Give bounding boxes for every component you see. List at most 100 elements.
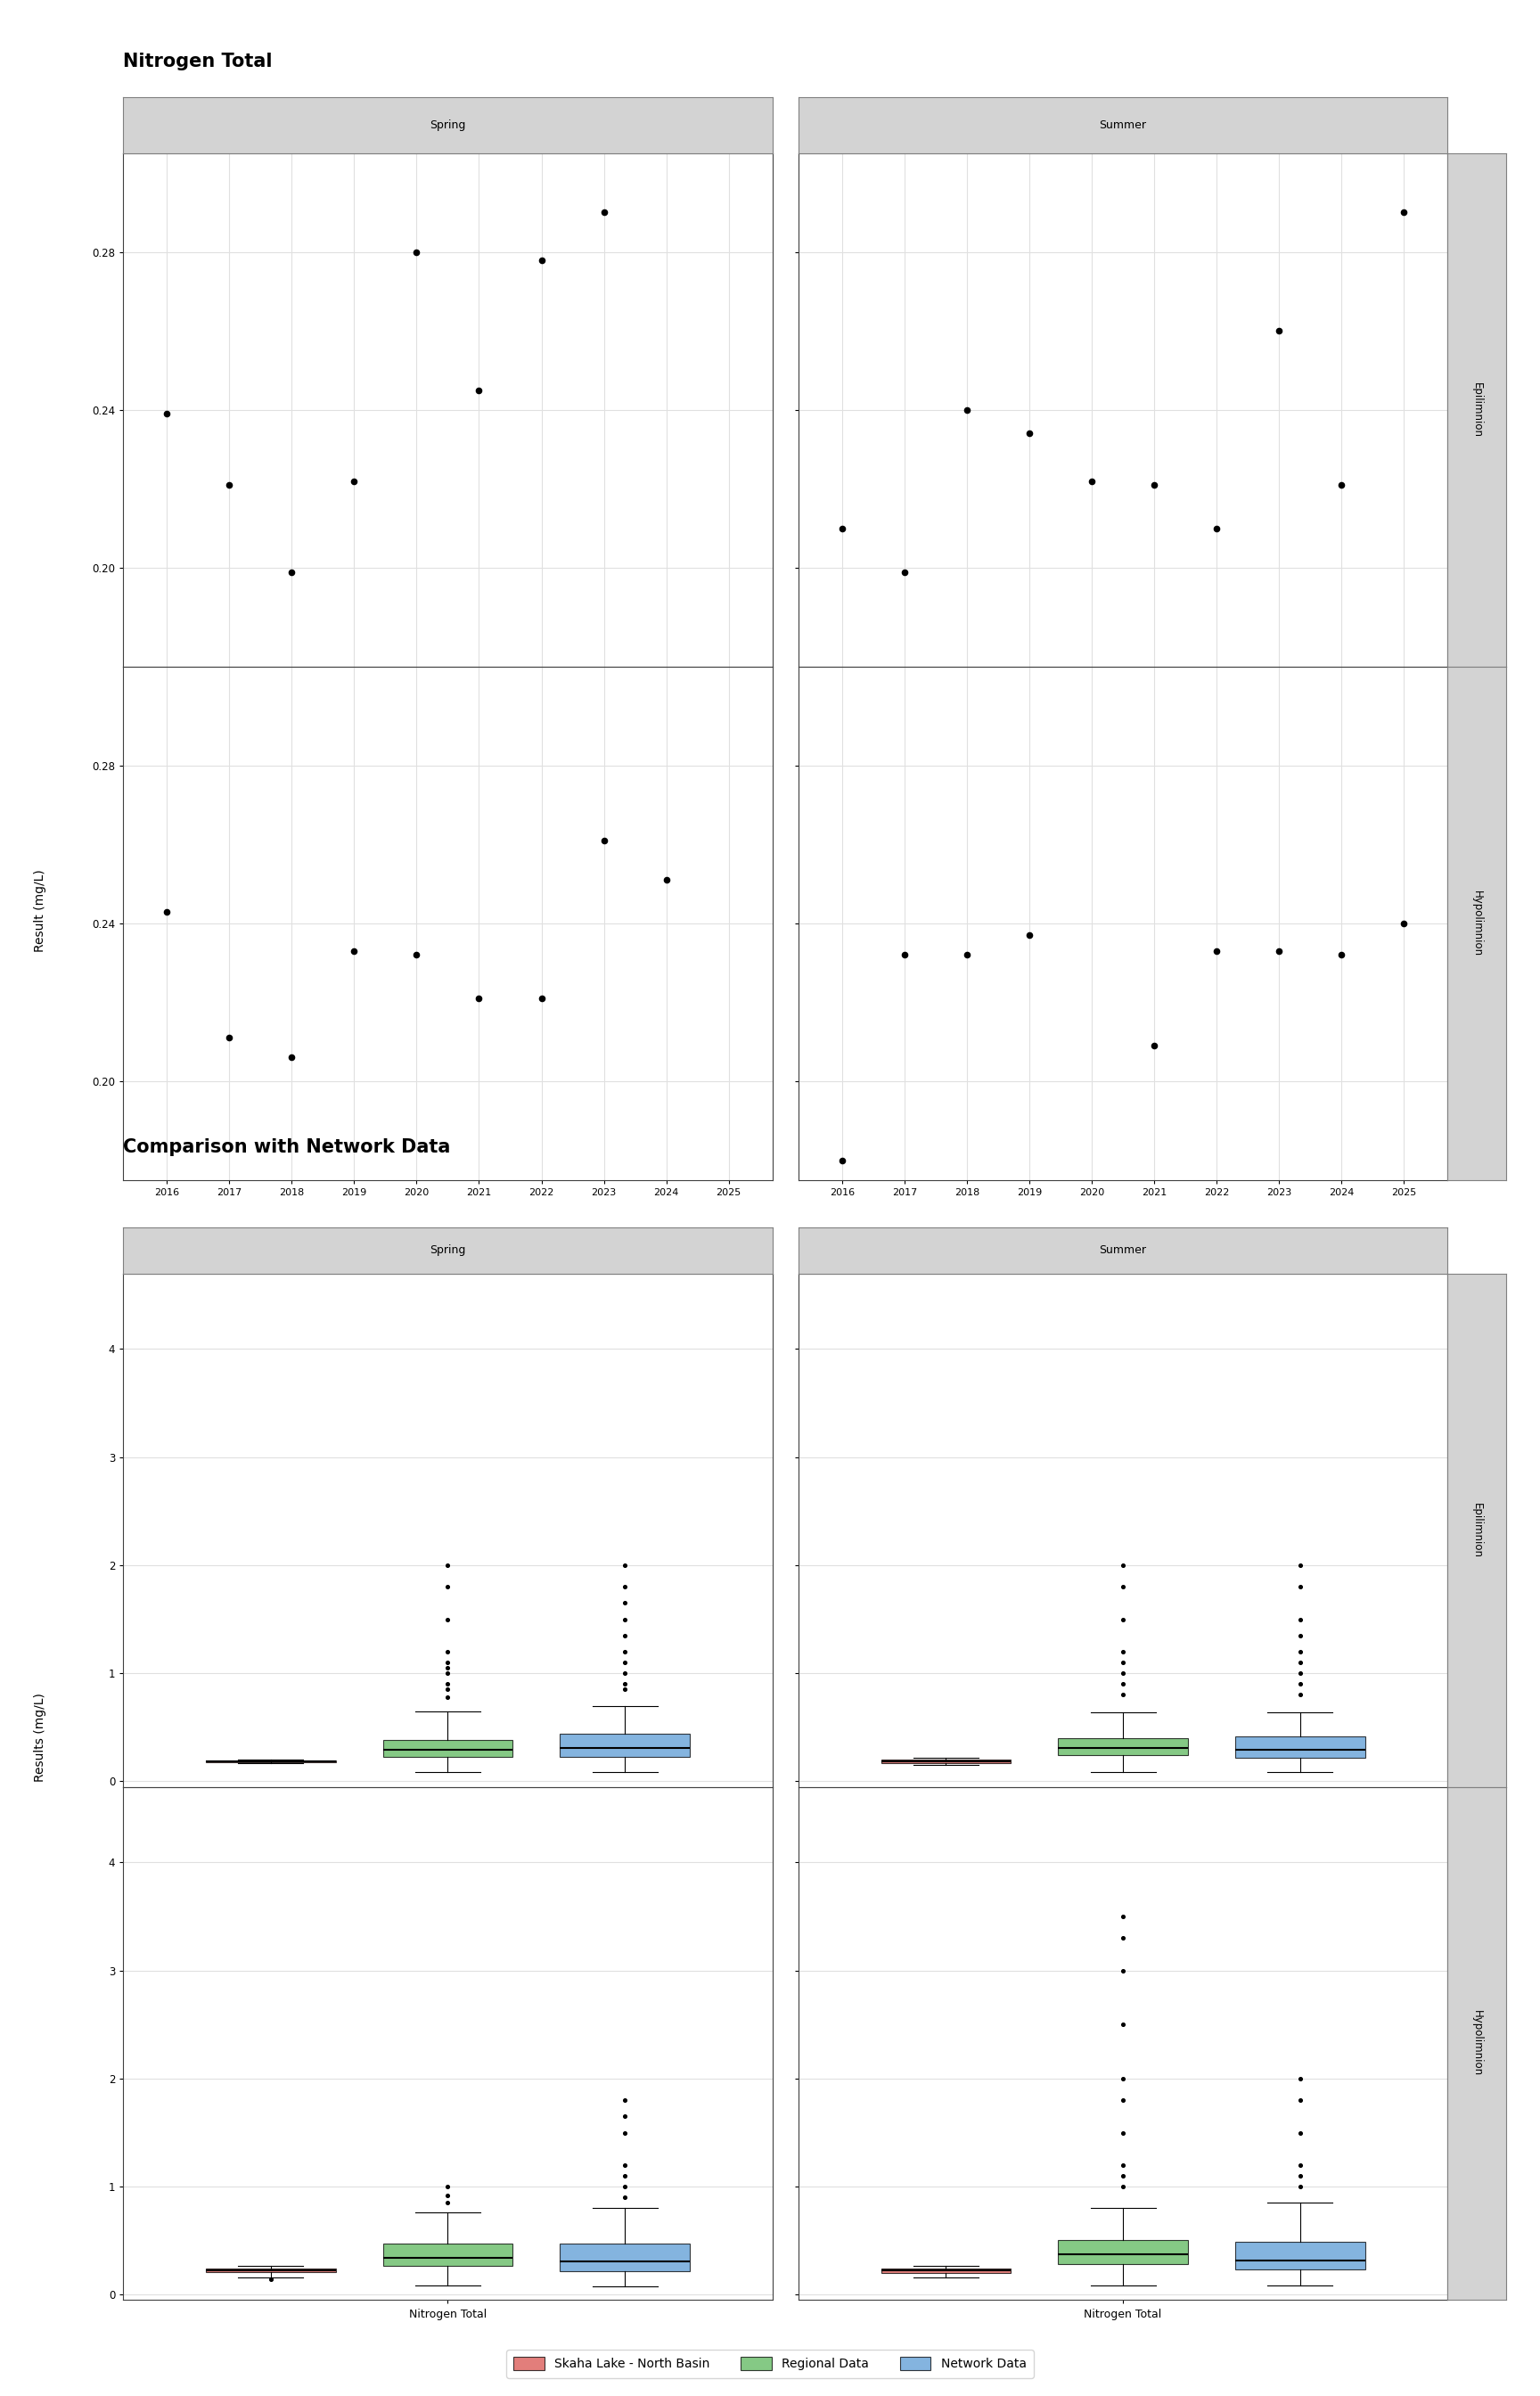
Point <box>1392 903 1417 942</box>
Point <box>1287 2168 1312 2207</box>
Point <box>154 891 179 930</box>
PathPatch shape <box>1235 2243 1364 2269</box>
Point <box>1204 932 1229 970</box>
PathPatch shape <box>561 2245 690 2271</box>
Text: Results (mg/L): Results (mg/L) <box>34 1692 46 1783</box>
Point <box>154 395 179 434</box>
PathPatch shape <box>881 2269 1010 2271</box>
Point <box>436 2183 460 2221</box>
Point <box>1287 2156 1312 2195</box>
Point <box>1204 510 1229 549</box>
Legend: Skaha Lake - North Basin, Regional Data, Network Data: Skaha Lake - North Basin, Regional Data,… <box>507 2350 1033 2377</box>
PathPatch shape <box>1235 1737 1364 1759</box>
Point <box>613 1584 638 1622</box>
Point <box>1110 2147 1135 2185</box>
Point <box>467 980 491 1018</box>
Point <box>530 240 554 278</box>
Point <box>1110 1644 1135 1682</box>
Point <box>1110 1632 1135 1670</box>
Point <box>259 2259 283 2298</box>
PathPatch shape <box>383 2245 513 2267</box>
PathPatch shape <box>383 1739 513 1756</box>
Point <box>1110 1675 1135 1713</box>
Point <box>1287 1567 1312 1605</box>
Point <box>1287 1632 1312 1670</box>
Point <box>436 1670 460 1708</box>
Point <box>1329 937 1354 975</box>
Point <box>1110 1898 1135 1936</box>
Point <box>955 937 979 975</box>
Point <box>892 937 916 975</box>
PathPatch shape <box>1058 2240 1187 2264</box>
Point <box>1392 194 1417 232</box>
Point <box>436 2168 460 2207</box>
Point <box>830 510 855 549</box>
Point <box>436 1632 460 1670</box>
Point <box>1287 2113 1312 2152</box>
Point <box>1110 2061 1135 2099</box>
Point <box>436 1665 460 1704</box>
Point <box>1110 2113 1135 2152</box>
Point <box>530 980 554 1018</box>
Point <box>436 1567 460 1605</box>
Point <box>613 2178 638 2216</box>
Point <box>1110 1601 1135 1639</box>
Point <box>436 2176 460 2214</box>
Point <box>279 553 303 592</box>
Point <box>613 1545 638 1584</box>
Point <box>1016 915 1041 954</box>
Point <box>436 1677 460 1716</box>
Point <box>1287 1545 1312 1584</box>
Point <box>436 1601 460 1639</box>
Point <box>613 1601 638 1639</box>
Point <box>1287 2082 1312 2120</box>
Point <box>217 1018 242 1057</box>
Point <box>1141 1025 1166 1064</box>
Point <box>1080 628 1104 666</box>
Point <box>613 2096 638 2135</box>
Point <box>279 1037 303 1076</box>
Point <box>405 937 430 975</box>
Point <box>613 2156 638 2195</box>
Point <box>1110 1567 1135 1605</box>
Point <box>613 2147 638 2185</box>
Point <box>1110 2168 1135 2207</box>
Point <box>436 1545 460 1584</box>
Point <box>955 391 979 429</box>
Point <box>654 860 679 898</box>
Point <box>613 1632 638 1670</box>
Point <box>892 553 916 592</box>
Point <box>591 822 616 860</box>
PathPatch shape <box>881 1759 1010 1763</box>
Point <box>613 1665 638 1704</box>
Point <box>613 1617 638 1656</box>
Point <box>1110 2082 1135 2120</box>
PathPatch shape <box>206 2269 336 2271</box>
Point <box>1267 932 1292 970</box>
Point <box>1110 1653 1135 1692</box>
Text: Comparison with Network Data: Comparison with Network Data <box>123 1138 451 1155</box>
Point <box>1267 311 1292 350</box>
Point <box>1141 465 1166 503</box>
PathPatch shape <box>561 1735 690 1756</box>
PathPatch shape <box>1058 1737 1187 1754</box>
Point <box>1287 1675 1312 1713</box>
Point <box>1110 2156 1135 2195</box>
Text: Nitrogen Total: Nitrogen Total <box>123 53 273 69</box>
Point <box>613 2113 638 2152</box>
Point <box>436 1644 460 1682</box>
Point <box>1287 1653 1312 1692</box>
Point <box>467 371 491 410</box>
Point <box>613 1567 638 1605</box>
Point <box>613 1644 638 1682</box>
Point <box>1287 1601 1312 1639</box>
Point <box>217 465 242 503</box>
Point <box>1016 415 1041 453</box>
Point <box>1329 465 1354 503</box>
Point <box>1080 462 1104 501</box>
Point <box>1110 1919 1135 1958</box>
Point <box>1110 2005 1135 2044</box>
Point <box>1287 2061 1312 2099</box>
Point <box>613 1670 638 1708</box>
Point <box>1287 1644 1312 1682</box>
